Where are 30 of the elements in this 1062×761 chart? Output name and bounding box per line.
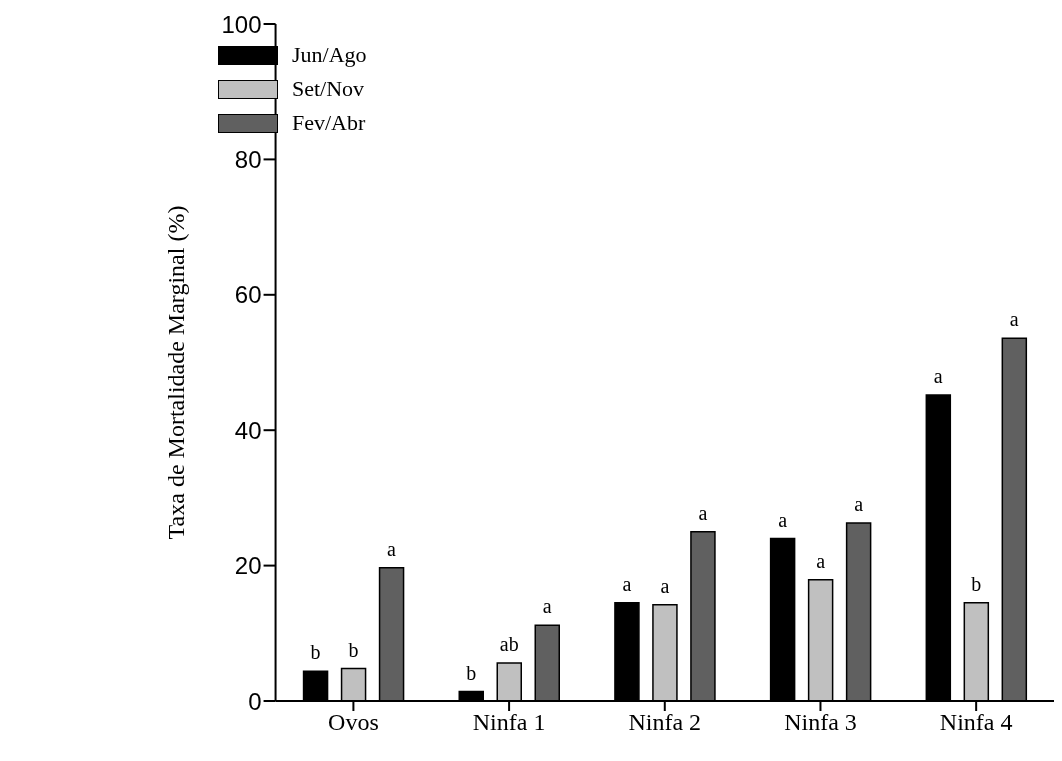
legend-label: Jun/Ago	[292, 42, 367, 68]
y-tick-label: 80	[234, 145, 262, 173]
data-label: a	[854, 492, 864, 515]
y-tick-label: 60	[234, 281, 262, 309]
y-tick-label: 100	[221, 10, 262, 38]
x-tick-label: Ovos	[328, 709, 379, 736]
data-label: a	[698, 501, 708, 524]
x-tick-label: Ninfa 1	[472, 709, 546, 736]
data-label: a	[542, 595, 552, 618]
y-tick-label: 20	[234, 552, 262, 580]
data-label: a	[778, 508, 788, 531]
data-label: b	[971, 572, 982, 595]
y-axis-title: Taxa de Mortalidade Marginal (%)	[163, 205, 190, 540]
data-label: a	[660, 574, 670, 597]
x-tick-label: Ninfa 3	[784, 709, 857, 736]
data-label: b	[348, 638, 359, 661]
data-label: a	[933, 365, 943, 387]
data-label: b	[310, 641, 321, 664]
data-label: a	[1009, 308, 1019, 331]
x-tick-label: Ninfa 2	[628, 709, 702, 736]
y-tick-label: 40	[234, 416, 262, 444]
legend-label: Fev/Abr	[292, 110, 366, 136]
x-tick-label: Ninfa 4	[939, 709, 1013, 736]
data-label: a	[816, 549, 826, 572]
data-label: a	[387, 537, 397, 560]
data-label: a	[622, 572, 632, 595]
data-label: ab	[499, 633, 519, 656]
data-label: b	[466, 661, 477, 684]
legend-label: Set/Nov	[292, 76, 365, 102]
y-tick-label: 0	[248, 687, 262, 715]
